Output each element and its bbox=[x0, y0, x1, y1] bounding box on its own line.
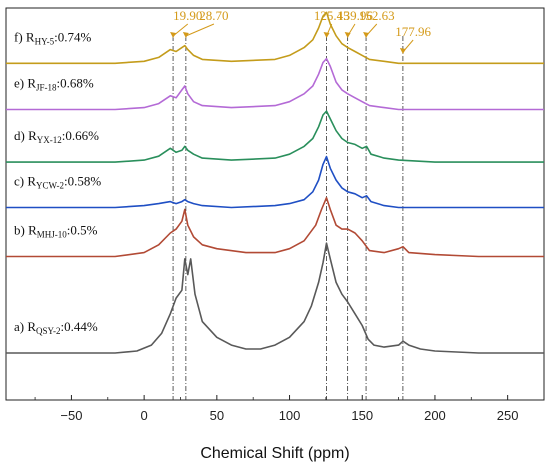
x-tick-label: 50 bbox=[210, 408, 224, 423]
spectrum-line bbox=[6, 11, 544, 65]
peak-annotation-label: 139.96 bbox=[337, 8, 373, 23]
series-label-subscript: YCW-2 bbox=[36, 181, 64, 191]
spectra-series bbox=[6, 11, 544, 354]
peak-annotation-arrowhead bbox=[182, 32, 189, 38]
peak-annotation-arrow bbox=[185, 23, 215, 37]
series-labels: a) RQSY-2:0.44% b) RMHJ-10:0.5% c) RYCW-2:… bbox=[14, 29, 101, 336]
peak-annotation-arrow bbox=[172, 23, 189, 37]
x-tick-label: −50 bbox=[60, 408, 82, 423]
peak-annotation-label: 177.96 bbox=[395, 24, 431, 39]
series-label: a) RQSY-2:0.44% bbox=[14, 319, 98, 336]
series-label: e) RJF-18:0.68% bbox=[14, 76, 94, 93]
series-label-prefix: d) R bbox=[14, 128, 37, 143]
x-tick-label: 0 bbox=[141, 408, 148, 423]
peak-annotation-arrowhead bbox=[363, 32, 370, 38]
spectrum-line bbox=[6, 242, 544, 354]
x-axis-ticks: −50 0 50 100 150 200 250 bbox=[34, 395, 545, 423]
peak-annotation-arrowhead bbox=[399, 48, 406, 54]
spectrum-line bbox=[6, 110, 544, 163]
spectrum-line bbox=[6, 155, 544, 209]
series-label-suffix: :0.5% bbox=[67, 223, 98, 238]
series-label-prefix: b) R bbox=[14, 223, 37, 238]
peak-annotation-arrowhead bbox=[344, 32, 351, 38]
spectrum-line bbox=[6, 196, 544, 258]
series-label: f) RHY-5:0.74% bbox=[14, 29, 91, 46]
series-label-subscript: JF-18 bbox=[36, 83, 57, 93]
series-label-subscript: YX-12 bbox=[37, 135, 62, 145]
series-label-prefix: a) R bbox=[14, 319, 36, 334]
series-label-suffix: :0.74% bbox=[54, 29, 91, 44]
series-label-subscript: MHJ-10 bbox=[37, 230, 68, 240]
series-label-prefix: f) R bbox=[14, 29, 35, 44]
series-label-subscript: HY-5 bbox=[35, 36, 55, 46]
x-tick-label: 250 bbox=[497, 408, 519, 423]
peak-annotation-label: 125.45 bbox=[314, 8, 350, 23]
peak-annotation-label: 28.70 bbox=[199, 8, 228, 23]
peak-annotation-arrowhead bbox=[323, 32, 330, 38]
series-label-prefix: c) R bbox=[14, 174, 36, 189]
series-label-suffix: :0.68% bbox=[57, 76, 94, 91]
x-tick-label: 100 bbox=[279, 408, 301, 423]
x-tick-label: 200 bbox=[424, 408, 446, 423]
peak-annotation-arrowhead bbox=[170, 32, 177, 38]
spectrum-line bbox=[6, 57, 544, 111]
series-label-suffix: :0.66% bbox=[62, 128, 99, 143]
series-label-suffix: :0.58% bbox=[64, 174, 101, 189]
plot-frame bbox=[5, 7, 545, 401]
x-axis-title: Chemical Shift (ppm) bbox=[200, 445, 349, 462]
series-label: c) RYCW-2:0.58% bbox=[14, 174, 101, 191]
series-label-prefix: e) R bbox=[14, 76, 36, 91]
peak-annotation-label: 152.63 bbox=[359, 8, 395, 23]
series-label: d) RYX-12:0.66% bbox=[14, 128, 99, 145]
reference-lines bbox=[172, 36, 404, 400]
series-label: b) RMHJ-10:0.5% bbox=[14, 223, 98, 240]
peak-annotation-label: 19.90 bbox=[173, 8, 202, 23]
x-tick-label: 150 bbox=[351, 408, 373, 423]
series-label-subscript: QSY-2 bbox=[36, 326, 61, 336]
series-label-suffix: :0.44% bbox=[61, 319, 98, 334]
